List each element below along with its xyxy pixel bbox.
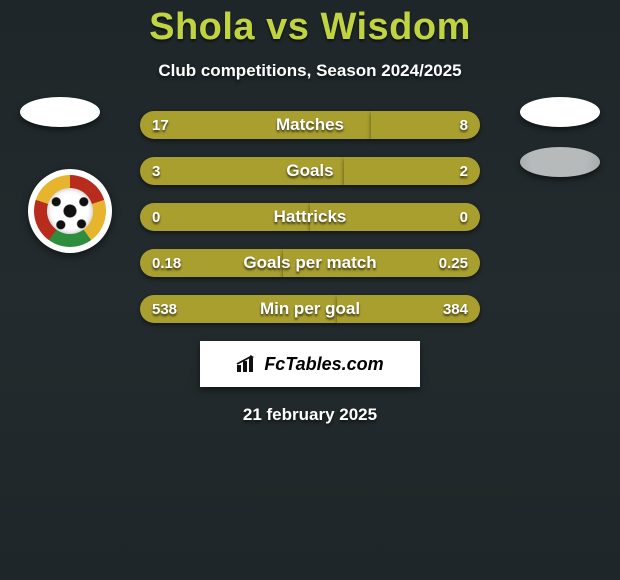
watermark-text: FcTables.com	[264, 354, 383, 375]
stat-row: 00Hattricks	[140, 203, 480, 231]
stat-label: Hattricks	[140, 203, 480, 231]
stat-label: Goals per match	[140, 249, 480, 277]
right-team-badge-1	[520, 97, 600, 127]
stat-row: 538384Min per goal	[140, 295, 480, 323]
stat-row: 178Matches	[140, 111, 480, 139]
page-title: Shola vs Wisdom	[0, 0, 620, 49]
crest-ring	[34, 175, 106, 247]
stat-row: 0.180.25Goals per match	[140, 249, 480, 277]
comparison-panel: 178Matches 32Goals 00Hattricks 0.180.25Goal…	[0, 111, 620, 425]
stat-label: Goals	[140, 157, 480, 185]
watermark: FcTables.com	[200, 341, 420, 387]
left-club-crest	[28, 169, 112, 253]
snapshot-date: 21 february 2025	[22, 405, 598, 425]
subtitle: Club competitions, Season 2024/2025	[0, 61, 620, 81]
right-team-badge-2	[520, 147, 600, 177]
stat-label: Matches	[140, 111, 480, 139]
left-team-badge	[20, 97, 100, 127]
stat-row: 32Goals	[140, 157, 480, 185]
stat-rows: 178Matches 32Goals 00Hattricks 0.180.25Goal…	[140, 111, 480, 323]
bars-icon	[236, 355, 258, 373]
soccer-ball-icon	[47, 188, 93, 234]
stat-label: Min per goal	[140, 295, 480, 323]
